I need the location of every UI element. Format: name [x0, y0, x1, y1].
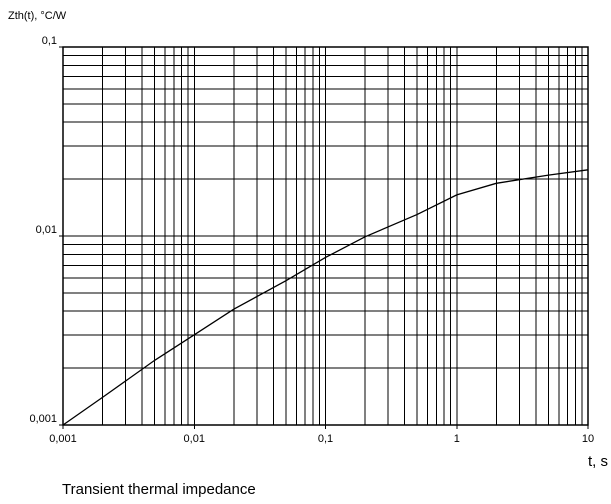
x-tick-label: 0,1: [318, 433, 333, 445]
x-tick-label: 10: [582, 433, 594, 445]
x-tick-label: 0,001: [49, 433, 77, 445]
x-tick-label: 1: [454, 433, 460, 445]
y-tick-label: 0,1: [42, 35, 57, 47]
y-axis-label: Zth(t), °C/W: [8, 10, 67, 22]
y-tick-label: 0,001: [29, 413, 57, 425]
plot-frame: [62, 46, 589, 426]
x-axis-label: t, s: [588, 453, 608, 470]
x-tick-label: 0,01: [184, 433, 205, 445]
caption: Transient thermal impedance: [62, 481, 256, 498]
curve: [62, 169, 589, 426]
y-tick-label: 0,01: [36, 224, 57, 236]
